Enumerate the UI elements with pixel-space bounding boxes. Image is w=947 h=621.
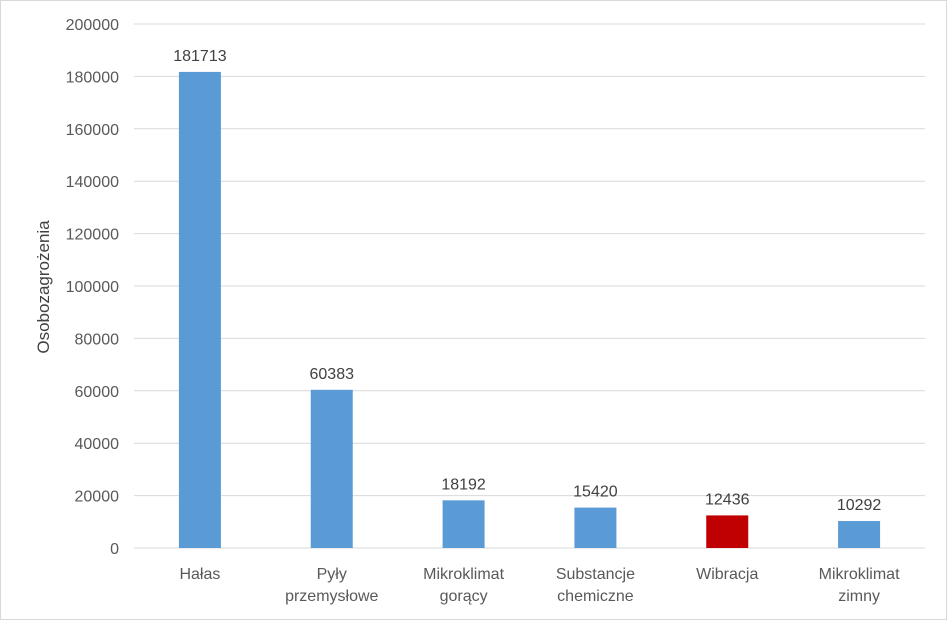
data-label: 10292	[837, 497, 882, 514]
bar	[706, 515, 749, 548]
x-category-label: przemysłowe	[285, 588, 378, 605]
bars	[178, 71, 881, 549]
x-category-label: Mikroklimat	[819, 566, 900, 583]
x-category-label: chemiczne	[557, 588, 634, 605]
x-category-label: Mikroklimat	[423, 566, 504, 583]
y-tick-label: 160000	[66, 122, 119, 139]
bar	[178, 71, 221, 549]
x-category-label: Substancje	[556, 566, 635, 583]
data-label: 181713	[173, 48, 226, 65]
data-labels: 181713 60383 18192 15420 12436 10292	[173, 48, 881, 514]
y-tick-label: 200000	[66, 17, 119, 34]
bar	[838, 521, 881, 548]
y-tick-label: 40000	[75, 436, 120, 453]
y-tick-label: 20000	[75, 489, 120, 506]
y-tick-label: 120000	[66, 227, 119, 244]
y-tick-label: 180000	[66, 69, 119, 86]
y-tick-label: 100000	[66, 279, 119, 296]
data-label: 60383	[310, 366, 355, 383]
x-axis-categories: Hałas Pyły przemysłowe Mikroklimat gorący Sub…	[179, 566, 900, 605]
y-tick-label: 60000	[75, 384, 120, 401]
bar	[310, 389, 353, 548]
gridlines	[134, 23, 925, 549]
y-axis-ticks: 0 20000 40000 60000 80000 100000 120000 140000 1…	[66, 17, 119, 558]
x-category-label: zimny	[838, 588, 880, 605]
bar	[574, 507, 617, 548]
bar	[442, 500, 485, 548]
y-tick-label: 0	[110, 541, 119, 558]
data-label: 12436	[705, 491, 750, 508]
data-label: 18192	[441, 476, 486, 493]
x-category-label: gorący	[440, 588, 488, 605]
x-category-label: Wibracja	[696, 566, 758, 583]
y-axis-label: Osobozagrożenia	[34, 220, 53, 354]
x-category-label: Hałas	[179, 566, 220, 583]
y-tick-label: 80000	[75, 331, 120, 348]
y-tick-label: 140000	[66, 174, 119, 191]
data-label: 15420	[573, 484, 618, 501]
x-category-label: Pyły	[317, 566, 347, 583]
